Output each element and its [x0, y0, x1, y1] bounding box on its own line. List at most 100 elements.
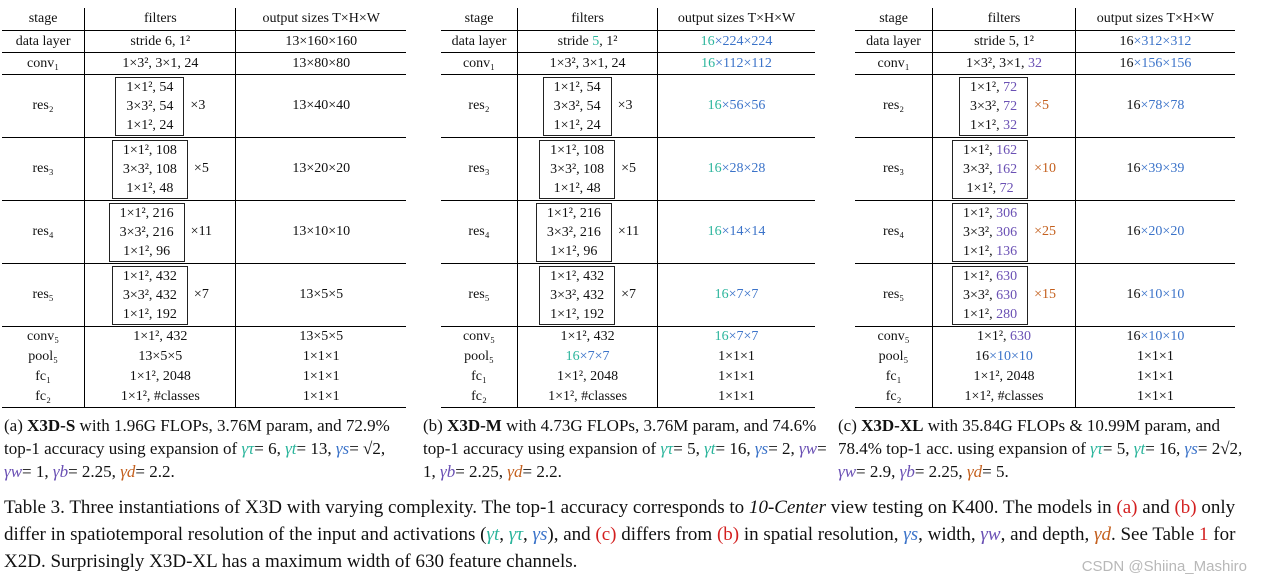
- filters-conv1: 1×3², 3×1, 32: [932, 52, 1076, 75]
- res3-line2: 3×3², 108: [122, 161, 177, 177]
- res5-line1: 1×1², 432: [122, 268, 177, 284]
- res3-line3: 1×1², 48: [553, 180, 601, 196]
- res4-line1: 1×1², 306: [963, 205, 1018, 221]
- header-stage: stage: [441, 8, 519, 31]
- res4-line3: 1×1², 96: [123, 243, 171, 259]
- res4-line1: 1×1², 216: [546, 205, 601, 221]
- res2-line3: 1×1², 24: [553, 117, 601, 133]
- res2-mult: ×3: [617, 98, 633, 113]
- res3-line1: 1×1², 108: [550, 142, 605, 158]
- header-output: output sizes T×H×W: [1075, 8, 1235, 31]
- res4-line2: 3×3², 306: [963, 224, 1018, 240]
- output-fc2: 1×1×1: [657, 387, 815, 408]
- filters-fc2: 1×1², #classes: [517, 387, 659, 408]
- stage-data-layer: data layer: [855, 30, 934, 53]
- output-res3: 16×39×39: [1075, 137, 1235, 201]
- filters-conv5: 1×1², 432: [517, 326, 659, 347]
- caption-x3d-xl: (c) X3D-XL with 35.84G FLOPs & 10.99M pa…: [838, 416, 1243, 481]
- model-name: X3D-S: [27, 416, 76, 435]
- res4-mult: ×25: [1034, 224, 1056, 239]
- header-filters: filters: [84, 8, 237, 31]
- header-output: output sizes T×H×W: [657, 8, 815, 31]
- stage-conv1: conv₁: [855, 52, 934, 75]
- res5-line3: 1×1², 192: [122, 306, 177, 322]
- res3-mult: ×5: [621, 161, 637, 176]
- res2-line1: 1×1², 54: [553, 79, 601, 95]
- stage-res4: res₄: [441, 200, 519, 264]
- res5-line1: 1×1², 432: [550, 268, 605, 284]
- res3-block: 1×1², 108 3×3², 108 1×1², 48 ×5: [111, 139, 209, 199]
- filters-fc1: 1×1², 2048: [84, 367, 237, 387]
- output-res2: 16×56×56: [657, 74, 815, 138]
- res5-line3: 1×1², 192: [550, 306, 605, 322]
- output-conv5: 16×7×7: [714, 329, 759, 344]
- filters-pool5: 16×10×10: [932, 347, 1076, 367]
- res2-mult: ×3: [190, 98, 206, 113]
- res3-line1: 1×1², 162: [963, 142, 1018, 158]
- table-x3d-xl: stage filters output sizes T×H×W data la…: [855, 8, 1235, 408]
- ref-a-link[interactable]: (a): [1116, 497, 1138, 518]
- res5-line2: 3×3², 630: [963, 287, 1018, 303]
- res5-line3: 1×1², 280: [963, 306, 1018, 322]
- stage-res2: res₂: [855, 74, 934, 138]
- output-res3: 16×28×28: [657, 137, 815, 201]
- res2-line3: 1×1², 24: [126, 117, 174, 133]
- filters-conv5: 1×1², 432: [84, 326, 237, 347]
- output-res4: 13×10×10: [235, 200, 406, 264]
- output-fc2: 1×1×1: [235, 387, 406, 408]
- output-res3: 13×20×20: [235, 137, 406, 201]
- filters-data-layer: stride 5, 1²: [932, 30, 1076, 53]
- ref-c-link[interactable]: (c): [595, 524, 617, 545]
- stage-res5: res₅: [855, 263, 934, 327]
- stage-res3: res₃: [441, 137, 519, 201]
- output-conv5: 13×5×5: [299, 329, 344, 344]
- ref-table-1-link[interactable]: 1: [1199, 524, 1209, 545]
- res3-line2: 3×3², 108: [550, 161, 605, 177]
- output-pool5: 1×1×1: [302, 349, 340, 364]
- output-data-layer: 16×224×224: [657, 30, 815, 53]
- filters-pool5: 13×5×5: [84, 347, 237, 367]
- stage-fc1: fc₁: [2, 367, 86, 387]
- ref-b-link[interactable]: (b): [1174, 497, 1197, 518]
- output-conv5: 16×10×10: [1126, 329, 1185, 344]
- output-res2: 13×40×40: [235, 74, 406, 138]
- output-res5: 16×7×7: [657, 263, 815, 327]
- header-stage: stage: [855, 8, 934, 31]
- res5-block: 1×1², 432 3×3², 432 1×1², 192 ×7: [111, 265, 209, 325]
- stage-fc1: fc₁: [855, 367, 934, 387]
- filters-fc2: 1×1², #classes: [84, 387, 237, 408]
- stage-res4: res₄: [2, 200, 86, 264]
- res4-block: 1×1², 216 3×3², 216 1×1², 96 ×11: [108, 202, 213, 262]
- output-data-layer: 13×160×160: [235, 30, 406, 53]
- stage-fc2: fc₂: [441, 387, 519, 408]
- filters-fc2: 1×1², #classes: [932, 387, 1076, 408]
- filters-conv1: 1×3², 3×1, 24: [84, 52, 237, 75]
- res4-line2: 3×3², 216: [546, 224, 601, 240]
- stage-data-layer: data layer: [441, 30, 519, 53]
- res5-line2: 3×3², 432: [550, 287, 605, 303]
- caption-x3d-s: (a) X3D-S with 1.96G FLOPs, 3.76M param,…: [4, 416, 390, 481]
- stage-res3: res₃: [855, 137, 934, 201]
- res3-mult: ×10: [1034, 161, 1056, 176]
- filters-fc1: 1×1², 2048: [517, 367, 659, 387]
- watermark: CSDN @Shiina_Mashiro: [1081, 558, 1247, 575]
- stage-pool5: pool₅: [441, 347, 519, 367]
- res2-mult: ×5: [1034, 98, 1049, 113]
- stage-res5: res₅: [2, 263, 86, 327]
- res3-block: 1×1², 108 3×3², 108 1×1², 48 ×5: [539, 139, 637, 199]
- stage-res4: res₄: [855, 200, 934, 264]
- res4-mult: ×11: [617, 224, 640, 239]
- header-output: output sizes T×H×W: [235, 8, 406, 31]
- res5-block: 1×1², 432 3×3², 432 1×1², 192 ×7: [539, 265, 636, 325]
- res3-mult: ×5: [193, 161, 209, 176]
- output-res4: 16×20×20: [1075, 200, 1235, 264]
- res4-mult: ×11: [190, 224, 213, 239]
- ref-b-link-2[interactable]: (b): [716, 524, 740, 545]
- model-name: X3D-M: [447, 416, 502, 435]
- output-res4: 16×14×14: [657, 200, 815, 264]
- output-res5: 13×5×5: [235, 263, 406, 327]
- output-fc1: 1×1×1: [1137, 369, 1174, 384]
- output-data-layer: 16×312×312: [1075, 30, 1235, 53]
- header-filters: filters: [517, 8, 659, 31]
- stage-conv1: conv₁: [441, 52, 519, 75]
